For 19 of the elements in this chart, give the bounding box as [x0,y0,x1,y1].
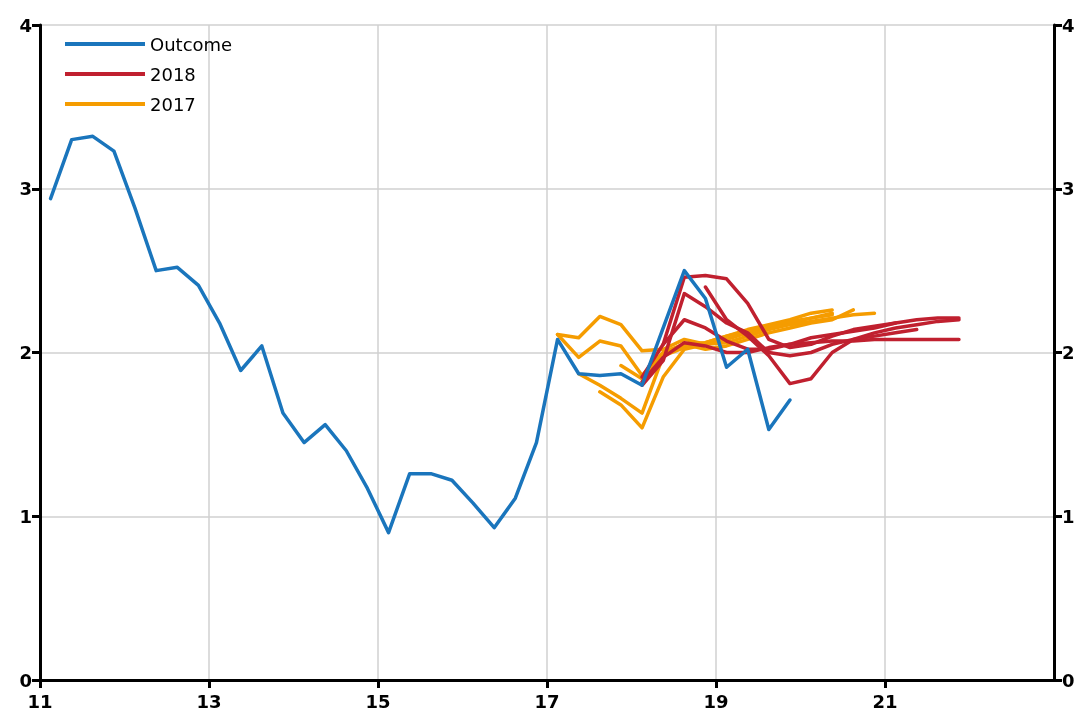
y-tick-label: 2 [19,342,32,363]
legend-label: Outcome [150,33,233,55]
y2-tick-label: 2 [1062,342,1075,363]
y2-tick-label: 3 [1062,178,1075,200]
x-tick-label: 21 [872,690,898,712]
y-tick-label: 1 [19,505,32,527]
x-tick-label: 13 [196,690,222,712]
x-tick-label: 11 [27,690,53,712]
legend-label: 2018 [150,63,196,85]
legend-label: 2017 [150,93,196,115]
y-tick-label: 0 [19,669,32,691]
x-tick-label: 17 [534,690,560,712]
y2-tick-label: 4 [1062,14,1075,36]
y-tick-label: 4 [19,14,32,36]
y2-tick-label: 1 [1062,505,1075,527]
y2-tick-label: 0 [1062,669,1075,691]
x-tick-label: 19 [703,690,729,712]
y-tick-label: 3 [19,178,32,200]
x-tick-label: 15 [365,690,391,712]
